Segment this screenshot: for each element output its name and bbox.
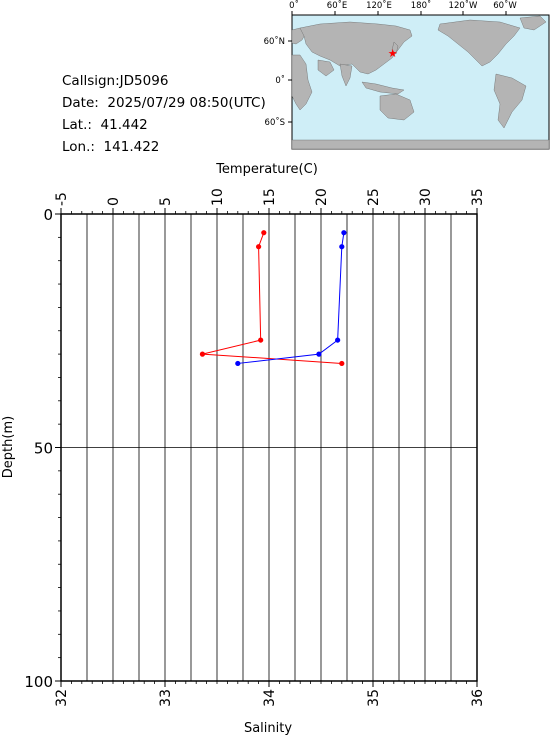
temperature-tick-label: 30 <box>418 188 434 206</box>
lon-row: Lon.: 141.422 <box>62 136 266 158</box>
land-south-america <box>493 73 527 129</box>
depth-tick-label: 50 <box>34 440 53 458</box>
map-lat-labels: 60˚N 0˚ 60˚S <box>264 36 285 128</box>
temperature-tick-label: 15 <box>262 188 278 206</box>
chart-series <box>199 230 347 367</box>
map-lon-tick: 120˚E <box>366 0 392 11</box>
world-map-svg: 0˚ 60˚E 120˚E 180˚ 120˚W 60˚W 60˚N 0˚ 60… <box>264 0 550 150</box>
chart-grid <box>60 214 478 681</box>
salinity-tick-label: 32 <box>54 689 70 707</box>
station-star-icon: ★ <box>388 47 398 60</box>
map-lon-tick: 60˚W <box>493 0 517 11</box>
temperature-data-point <box>261 230 267 236</box>
lon-value: 141.422 <box>103 139 160 155</box>
date-row: Date: 2025/07/29 08:50(UTC) <box>62 92 266 114</box>
land-africa-south <box>291 54 313 111</box>
callsign-row: Callsign:JD5096 <box>62 70 266 92</box>
temperature-axis: -5 0 5 10 15 20 25 30 35 <box>54 188 486 214</box>
map-frame-ticks <box>288 11 507 123</box>
map-lon-tick: 180˚ <box>411 0 431 11</box>
depth-axis: 0 50 100 <box>24 206 61 691</box>
salinity-tick-label: 35 <box>366 689 382 707</box>
temperature-tick-label: 20 <box>314 188 330 206</box>
salinity-profile-line <box>237 232 345 364</box>
world-map: 0˚ 60˚E 120˚E 180˚ 120˚W 60˚W 60˚N 0˚ 60… <box>0 0 553 164</box>
salinity-data-point <box>235 360 241 367</box>
map-lat-tick: 60˚N <box>264 36 285 47</box>
map-lon-labels: 0˚ 60˚E 120˚E 180˚ 120˚W 60˚W <box>289 0 517 11</box>
temperature-data-point <box>258 337 264 343</box>
land-arabia <box>317 59 335 77</box>
map-land <box>291 15 550 150</box>
land-antarctica <box>291 139 550 150</box>
salinity-data-point <box>339 244 345 250</box>
salinity-tick-label: 36 <box>470 689 486 707</box>
salinity-tick-label: 34 <box>262 689 278 707</box>
depth-axis-label: Depth(m) <box>1 416 16 478</box>
temperature-tick-label: 35 <box>470 188 486 206</box>
temperature-axis-label: Temperature(C) <box>215 162 318 177</box>
salinity-axis: 32 33 34 35 36 <box>54 681 486 707</box>
land-japan <box>391 41 399 55</box>
land-indonesia <box>361 81 405 95</box>
land-australia <box>379 93 415 121</box>
lat-value: 41.442 <box>100 117 148 133</box>
salinity-axis-label: Salinity <box>244 721 292 736</box>
temperature-tick-label: -5 <box>54 192 70 206</box>
map-lon-tick: 60˚E <box>327 0 347 11</box>
map-lat-tick: 0˚ <box>275 75 285 86</box>
station-info: Callsign:JD5096 Date: 2025/07/29 08:50(U… <box>62 70 266 158</box>
callsign-label: Callsign: <box>62 73 120 89</box>
map-lat-tick: 60˚S <box>265 117 285 128</box>
temperature-tick-label: 10 <box>210 188 226 206</box>
salinity-tick-label: 33 <box>158 689 174 707</box>
salinity-data-point <box>335 337 341 343</box>
temperature-data-point <box>339 360 345 367</box>
date-label: Date: <box>62 95 99 111</box>
temperature-tick-label: 25 <box>366 188 382 206</box>
land-india <box>339 63 353 87</box>
callsign-value: JD5096 <box>119 73 169 89</box>
salinity-data-point <box>341 230 347 236</box>
depth-tick-label: 0 <box>43 206 53 224</box>
temperature-data-point <box>199 351 206 357</box>
lat-label: Lat.: <box>62 117 92 133</box>
lon-label: Lon.: <box>62 139 95 155</box>
land-north-america <box>437 19 521 67</box>
map-lon-tick: 120˚W <box>449 0 478 11</box>
salinity-data-point <box>316 351 322 357</box>
land-greenland <box>519 15 547 31</box>
lat-row: Lat.: 41.442 <box>62 114 266 136</box>
date-value: 2025/07/29 08:50(UTC) <box>107 95 266 111</box>
temperature-tick-label: 5 <box>158 197 174 206</box>
depth-tick-label: 100 <box>24 673 53 691</box>
temperature-tick-label: 0 <box>106 197 122 206</box>
temperature-data-point <box>256 244 262 250</box>
map-lon-tick: 0˚ <box>289 0 299 11</box>
land-eurasia <box>299 21 413 75</box>
map-station-marker: ★ <box>388 47 398 60</box>
